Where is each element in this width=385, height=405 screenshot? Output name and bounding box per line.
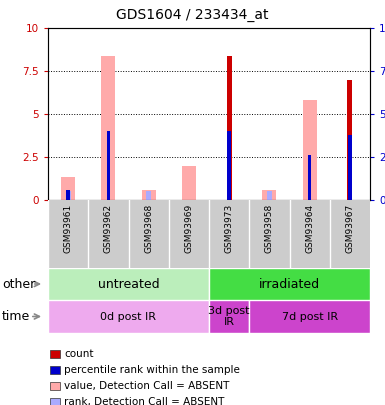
Bar [267,190,272,200]
Text: 3d post
IR: 3d post IR [208,306,250,327]
Bar [262,190,276,200]
Bar [182,166,196,200]
Text: percentile rank within the sample: percentile rank within the sample [64,365,240,375]
Text: GSM93964: GSM93964 [305,203,314,253]
Text: time: time [2,310,30,323]
Text: untreated: untreated [98,277,159,290]
Bar [249,300,370,333]
Bar [146,192,151,200]
Text: GSM93962: GSM93962 [104,203,113,253]
Text: GSM93973: GSM93973 [224,203,234,253]
Bar [303,100,317,200]
Text: 0d post IR: 0d post IR [100,311,156,322]
Bar [308,155,311,200]
Text: rank, Detection Call = ABSENT: rank, Detection Call = ABSENT [64,397,224,405]
Text: 7d post IR: 7d post IR [281,311,338,322]
Text: GSM93961: GSM93961 [64,203,73,253]
Text: GSM93958: GSM93958 [265,203,274,253]
Bar [48,268,209,300]
Bar [101,55,116,200]
Text: irradiated: irradiated [259,277,320,290]
Bar [142,190,156,200]
Bar [347,80,352,200]
Text: GSM93967: GSM93967 [345,203,354,253]
Text: GSM93969: GSM93969 [184,203,193,253]
Bar [61,177,75,200]
Bar [209,268,370,300]
Bar [107,131,110,200]
Bar [67,190,70,200]
Text: GSM93968: GSM93968 [144,203,153,253]
Bar [227,55,231,200]
Bar [48,300,209,333]
Text: other: other [2,277,35,290]
Bar [66,190,70,200]
Text: GDS1604 / 233434_at: GDS1604 / 233434_at [116,8,269,22]
Text: value, Detection Call = ABSENT: value, Detection Call = ABSENT [64,381,229,391]
Bar [348,134,352,200]
Bar [209,300,249,333]
Bar [228,131,231,200]
Text: count: count [64,349,94,359]
